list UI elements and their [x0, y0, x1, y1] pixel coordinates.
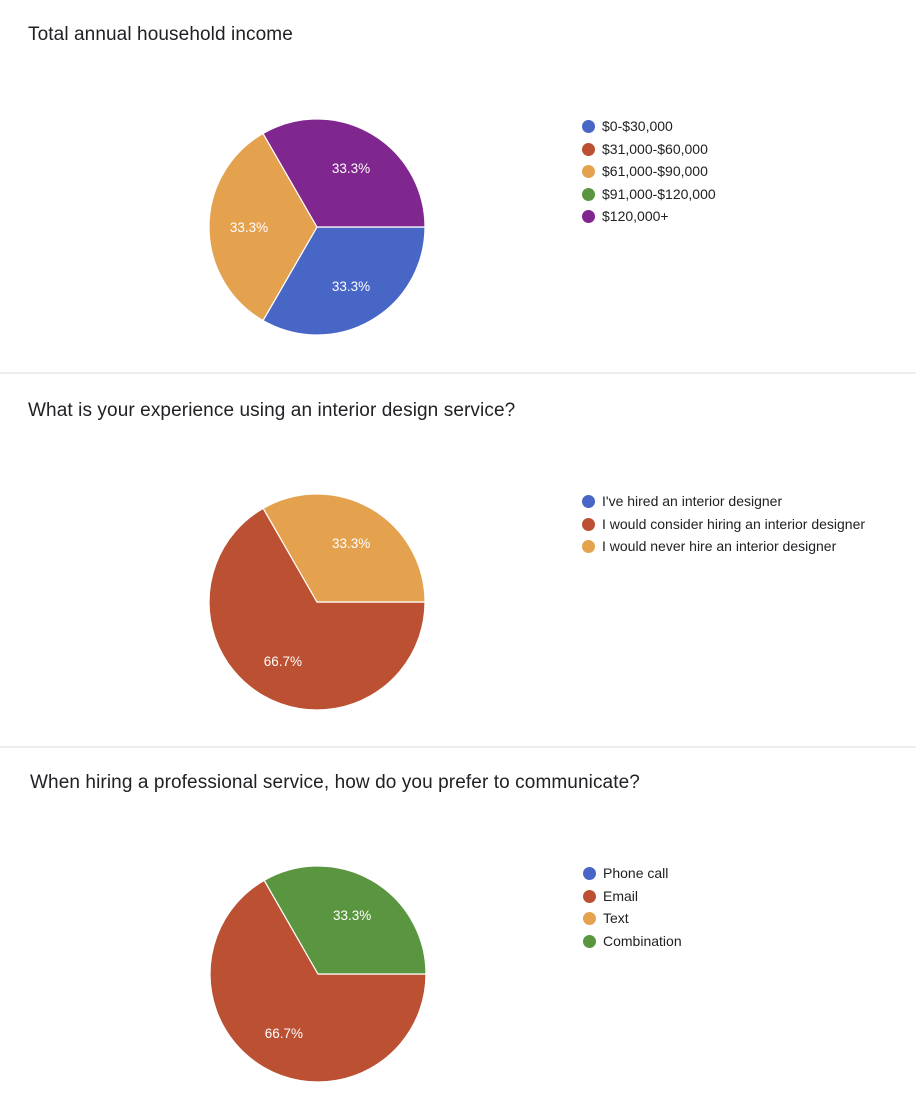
legend-item-phone-call[interactable]: Phone call — [583, 864, 873, 883]
legend-item-email[interactable]: Email — [583, 887, 873, 906]
chart-card-communication-preference: When hiring a professional service, how … — [0, 748, 916, 1120]
legend-item-31-000-60-000[interactable]: $31,000-$60,000 — [582, 140, 872, 159]
legend-label: Combination — [603, 932, 682, 949]
legend-swatch — [582, 540, 595, 554]
chart-title: When hiring a professional service, how … — [30, 772, 640, 793]
legend-label: Email — [603, 887, 639, 904]
legend-swatch — [583, 912, 596, 926]
legend-label: Phone call — [603, 865, 669, 881]
legend-label: Text — [603, 910, 629, 927]
legend-item-combination[interactable]: Combination — [583, 932, 873, 951]
chart-title: What is your experience using an interio… — [28, 400, 516, 421]
chart-card-interior-design-experience: What is your experience using an interio… — [0, 374, 916, 748]
legend-item-120-000[interactable]: $120,000+ — [582, 207, 872, 226]
pie-slice-i-would-never-hire-an-interior-designer[interactable] — [262, 493, 426, 603]
pie-slice-i-would-consider-hiring-an-interior-designer[interactable] — [208, 507, 426, 711]
legend: $0-$30,000 $31,000-$60,000 $61,000-$90,000… — [582, 117, 872, 230]
slice-label-61-000-90-000: 33.3% — [230, 220, 268, 235]
slice-label-0-30-000: 33.3% — [332, 279, 370, 294]
legend-label: I've hired an interior designer — [602, 493, 783, 509]
legend-swatch — [582, 495, 595, 508]
legend-item-61-000-90-000[interactable]: $61,000-$90,000 — [582, 162, 872, 181]
slice-label-combination: 33.3% — [333, 908, 371, 923]
legend-label: $31,000-$60,000 — [602, 140, 708, 157]
chart-title: Total annual household income — [28, 24, 293, 45]
pie-chart-household-income: 33.3% 33.3% 33.3% — [208, 118, 426, 336]
slice-label-email: 66.7% — [265, 1026, 303, 1041]
legend-label: $120,000+ — [602, 208, 669, 225]
pie-slice-61-000-90-000[interactable] — [208, 132, 318, 322]
legend-swatch — [582, 517, 595, 531]
pie-slice-0-30-000[interactable] — [262, 226, 426, 336]
chart-card-household-income: Total annual household income 33.3% 33.3%… — [0, 0, 916, 374]
legend-swatch — [583, 889, 596, 903]
legend-item-i-ve-hired-an-interior-designer[interactable]: I've hired an interior designer — [582, 492, 872, 511]
legend-item-0-30-000[interactable]: $0-$30,000 — [582, 117, 872, 136]
legend: I've hired an interior designer I would c… — [582, 492, 872, 560]
legend: Phone call Email Text Combination — [583, 864, 873, 954]
pie-slice-combination[interactable] — [263, 865, 427, 975]
pie-chart-communication-preference: 66.7% 33.3% — [209, 865, 427, 1083]
pie-chart-interior-design-experience: 66.7% 33.3% — [208, 493, 426, 711]
slice-label-i-would-never-hire-an-interior-designer: 33.3% — [332, 536, 370, 551]
legend-swatch — [583, 934, 596, 948]
legend-swatch — [582, 210, 595, 224]
legend-swatch — [582, 165, 595, 179]
legend-item-text[interactable]: Text — [583, 909, 873, 928]
legend-label: $91,000-$120,000 — [602, 185, 716, 202]
slice-label-i-would-consider-hiring-an-interior-designer: 66.7% — [264, 654, 302, 669]
pie-slice-email[interactable] — [209, 879, 427, 1083]
legend-swatch — [582, 120, 595, 133]
legend-swatch — [582, 187, 595, 201]
pie-slice-120-000[interactable] — [262, 118, 426, 228]
legend-label: $0-$30,000 — [602, 118, 673, 134]
slice-label-120-000: 33.3% — [332, 161, 370, 176]
legend-item-i-would-never-hire-an-interior-designer[interactable]: I would never hire an interior designer — [582, 537, 872, 556]
legend-item-i-would-consider-hiring-an-interior-designer[interactable]: I would consider hiring an interior desi… — [582, 515, 872, 534]
legend-item-91-000-120-000[interactable]: $91,000-$120,000 — [582, 185, 872, 204]
legend-swatch — [582, 142, 595, 156]
legend-label: $61,000-$90,000 — [602, 163, 708, 180]
legend-swatch — [583, 867, 596, 880]
legend-label: I would consider hiring an interior desi… — [602, 515, 866, 532]
legend-label: I would never hire an interior designer — [602, 538, 837, 555]
